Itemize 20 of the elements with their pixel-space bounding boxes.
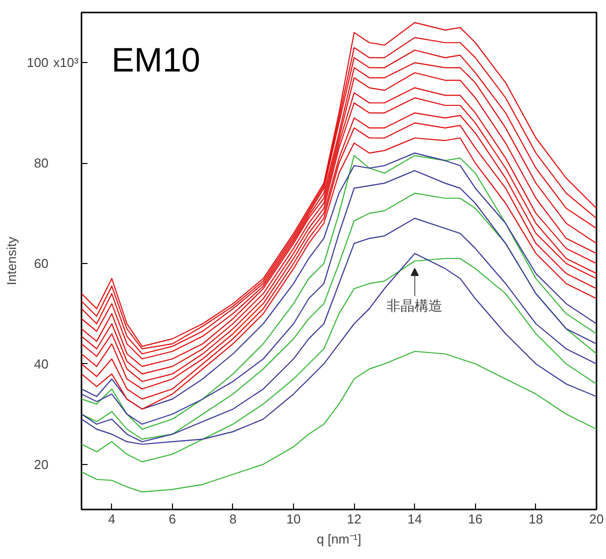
x-tick-label: 12 — [346, 512, 362, 526]
y-tick-label: 80 — [34, 156, 49, 171]
y-axis-title: Intensity — [4, 236, 19, 286]
x-axis-title: q [nm⁻¹] — [316, 532, 362, 546]
annotation: 非晶構造 — [386, 298, 443, 315]
x-tick-label: 6 — [168, 512, 176, 526]
y-tick-label: 60 — [34, 256, 49, 272]
x-tick-label: 10 — [286, 512, 301, 526]
x-tick-label: 18 — [528, 512, 544, 526]
x-tick-label: 4 — [108, 512, 116, 526]
x-tick-label: 16 — [468, 512, 483, 526]
y-tick-label: 100 — [26, 55, 49, 70]
line-series — [82, 350, 596, 492]
x-tick-label: 14 — [408, 512, 422, 526]
text: EM10 — [112, 42, 200, 80]
y-tick-label: 40 — [34, 356, 49, 372]
x-tick-label: 8 — [229, 512, 237, 526]
text: x10³ — [53, 55, 80, 70]
x-tick-label: 20 — [589, 512, 604, 526]
y-tick-label: 20 — [34, 456, 49, 472]
